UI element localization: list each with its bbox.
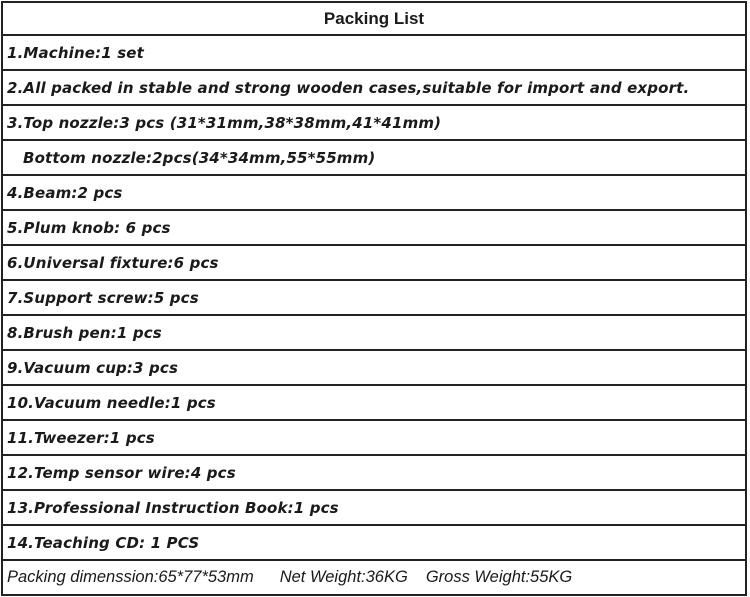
list-item: 5.Plum knob: 6 pcs xyxy=(3,209,745,244)
list-item: 9.Vacuum cup:3 pcs xyxy=(3,349,745,384)
list-item: 12.Temp sensor wire:4 pcs xyxy=(3,454,745,489)
list-item: 10.Vacuum needle:1 pcs xyxy=(3,384,745,419)
list-item: 1.Machine:1 set xyxy=(3,34,745,69)
table-title: Packing List xyxy=(323,8,425,28)
list-item: Bottom nozzle:2pcs(34*34mm,55*55mm) xyxy=(3,139,745,174)
list-item: 6.Universal fixture:6 pcs xyxy=(3,244,745,279)
list-item: 7.Support screw:5 pcs xyxy=(3,279,745,314)
list-item: 13.Professional Instruction Book:1 pcs xyxy=(3,489,745,524)
list-item: 8.Brush pen:1 pcs xyxy=(3,314,745,349)
list-item: 14.Teaching CD: 1 PCS xyxy=(3,524,745,559)
list-item: 11.Tweezer:1 pcs xyxy=(3,419,745,454)
list-item: 2.All packed in stable and strong wooden… xyxy=(3,69,745,104)
packing-dimension: Packing dimenssion:65*77*53mm xyxy=(7,568,254,586)
list-item: 3.Top nozzle:3 pcs (31*31mm,38*38mm,41*4… xyxy=(3,104,745,139)
net-weight: Net Weight:36KG xyxy=(279,568,408,586)
gross-weight: Gross Weight:55KG xyxy=(425,568,573,586)
list-item: 4.Beam:2 pcs xyxy=(3,174,745,209)
packing-footer-row: Packing dimenssion:65*77*53mm Net Weight… xyxy=(3,559,745,594)
